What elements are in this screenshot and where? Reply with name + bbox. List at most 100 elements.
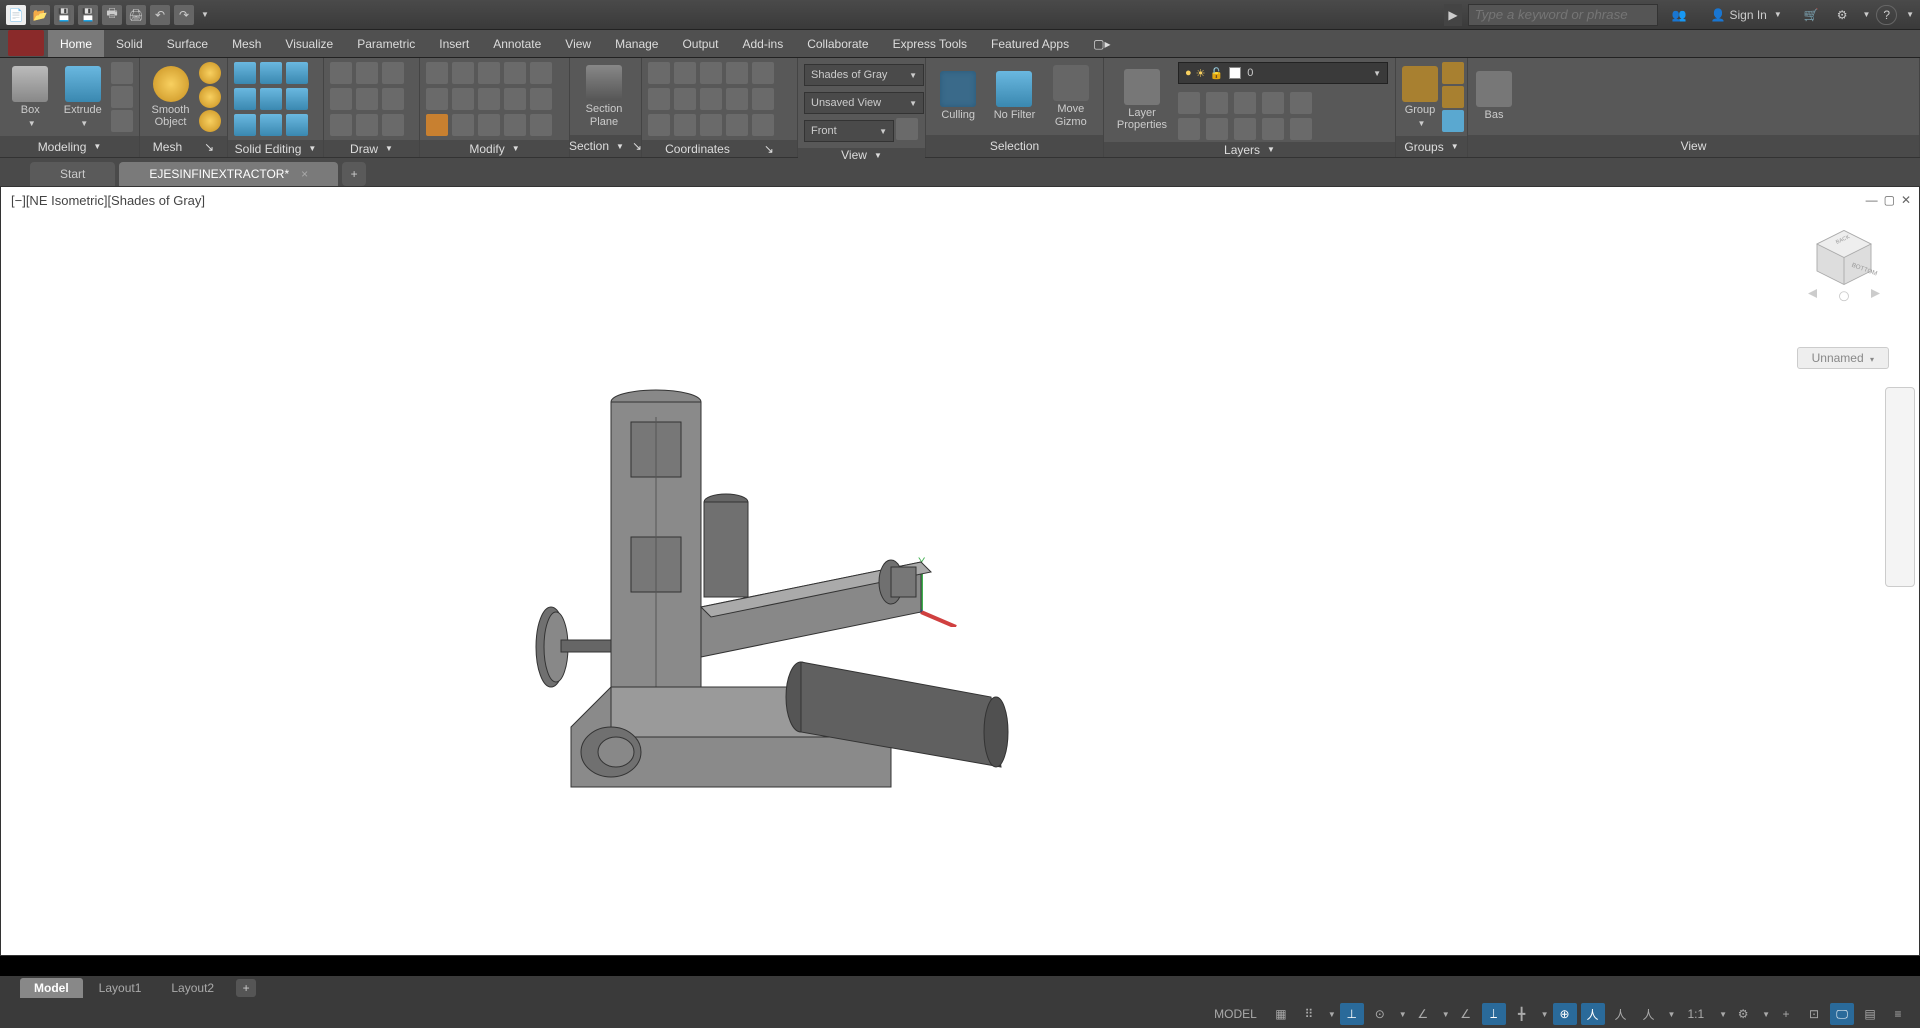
layer-tool-3[interactable] (1234, 92, 1256, 114)
custom-icon[interactable]: ≡ (1886, 1003, 1910, 1025)
move-icon[interactable] (426, 62, 448, 84)
layer-tool-2[interactable] (1206, 92, 1228, 114)
array-icon[interactable] (478, 114, 500, 136)
3dosnap-icon[interactable]: ⊕ (1553, 1003, 1577, 1025)
fillet-icon[interactable] (286, 114, 308, 136)
smooth-object-button[interactable]: Smooth Object (146, 66, 195, 128)
dyn-icon[interactable]: ╋ (1510, 1003, 1534, 1025)
offset-icon[interactable] (260, 114, 282, 136)
view-label[interactable]: Unnamed ▾ (1797, 347, 1889, 369)
tab-parametric[interactable]: Parametric (345, 30, 427, 57)
nofilter-button[interactable]: No Filter (988, 71, 1040, 121)
tpy-icon[interactable]: 人 (1609, 1003, 1633, 1025)
extrude-button[interactable]: Extrude▼ (59, 66, 108, 127)
minimize-icon[interactable]: — (1866, 193, 1878, 207)
layout-add-button[interactable]: + (236, 979, 256, 997)
tab-express[interactable]: Express Tools (881, 30, 979, 57)
ucs11-icon[interactable] (648, 114, 670, 136)
ucs13-icon[interactable] (700, 114, 722, 136)
layer-tool-5[interactable] (1290, 92, 1312, 114)
viewport-label[interactable]: [−][NE Isometric][Shades of Gray] (11, 193, 205, 208)
tab-annotate[interactable]: Annotate (481, 30, 553, 57)
spline-icon[interactable] (356, 88, 378, 110)
offset2-icon[interactable] (504, 114, 526, 136)
ucs4-icon[interactable] (726, 62, 748, 84)
group-bbox-icon[interactable] (1442, 110, 1464, 132)
tab-mesh[interactable]: Mesh (220, 30, 273, 57)
line-icon[interactable] (330, 62, 352, 84)
qat-dropdown[interactable]: ▼ (201, 10, 209, 19)
ortho-icon[interactable]: ⊥ (1340, 1003, 1364, 1025)
copy-icon[interactable] (426, 88, 448, 110)
erase-icon[interactable] (530, 114, 552, 136)
tab-plugin-icon[interactable]: ▢▸ (1081, 30, 1122, 57)
tab-home[interactable]: Home (48, 30, 104, 57)
ucs9-icon[interactable] (726, 88, 748, 110)
layout-model[interactable]: Model (20, 978, 83, 998)
ucs6-icon[interactable] (648, 88, 670, 110)
polygon-icon[interactable] (330, 114, 352, 136)
circle-icon[interactable] (330, 88, 352, 110)
align-icon[interactable] (504, 62, 526, 84)
tab-collaborate[interactable]: Collaborate (795, 30, 880, 57)
viewcube[interactable]: BOTTOM BACK (1799, 217, 1889, 307)
saved-view-dropdown[interactable]: Unsaved View▼ (804, 92, 924, 114)
intersect-icon[interactable] (286, 62, 308, 84)
ucs3-icon[interactable] (700, 62, 722, 84)
people-icon[interactable]: 👥 (1664, 8, 1695, 22)
polysolid-icon[interactable] (111, 62, 133, 84)
layer-tool-4[interactable] (1262, 92, 1284, 114)
layer-properties-button[interactable]: Layer Properties (1110, 69, 1174, 131)
mesh-more-icon[interactable] (199, 62, 221, 84)
tab-insert[interactable]: Insert (427, 30, 481, 57)
layout-1[interactable]: Layout1 (85, 978, 156, 998)
view-front-dropdown[interactable]: Front▼ (804, 120, 894, 142)
new-icon[interactable]: 📄 (6, 5, 26, 25)
status-model[interactable]: MODEL (1206, 1007, 1265, 1021)
search-expand-icon[interactable]: ▶ (1444, 4, 1461, 26)
help-icon[interactable]: ? (1876, 5, 1897, 25)
scale-icon[interactable] (452, 114, 474, 136)
layer-tool-7[interactable] (1206, 118, 1228, 140)
navigation-bar[interactable] (1885, 387, 1915, 587)
tab-document[interactable]: EJESINFINEXTRACTOR*× (119, 162, 338, 186)
thicken-icon[interactable] (260, 88, 282, 110)
visual-style-dropdown[interactable]: Shades of Gray▼ (804, 64, 924, 86)
lwt-icon[interactable]: 人 (1581, 1003, 1605, 1025)
layer-tool-8[interactable] (1234, 118, 1256, 140)
qp-icon[interactable]: 人 (1637, 1003, 1661, 1025)
tab-solid[interactable]: Solid (104, 30, 155, 57)
revolve-icon[interactable] (111, 110, 133, 132)
ucs5-icon[interactable] (752, 62, 774, 84)
maximize-icon[interactable]: ▢ (1884, 193, 1895, 207)
presspull-icon[interactable] (111, 86, 133, 108)
group-button[interactable]: Group▼ (1402, 66, 1438, 127)
scissors-icon[interactable] (530, 62, 552, 84)
tab-addins[interactable]: Add-ins (731, 30, 796, 57)
plus-icon[interactable]: + (1774, 1003, 1798, 1025)
extract-icon[interactable] (234, 114, 256, 136)
tab-featured[interactable]: Featured Apps (979, 30, 1081, 57)
saveas-icon[interactable]: 💾 (78, 5, 98, 25)
ucs14-icon[interactable] (726, 114, 748, 136)
tab-view[interactable]: View (553, 30, 603, 57)
subtract-icon[interactable] (260, 62, 282, 84)
base-button[interactable]: Bas (1474, 71, 1514, 121)
group-edit-icon[interactable] (1442, 62, 1464, 84)
view-home-icon[interactable] (896, 118, 918, 140)
ann-icon[interactable]: ⊡ (1802, 1003, 1826, 1025)
layer-tool-1[interactable] (1178, 92, 1200, 114)
open-icon[interactable]: 📂 (30, 5, 50, 25)
tab-surface[interactable]: Surface (155, 30, 220, 57)
layer-tool-9[interactable] (1262, 118, 1284, 140)
tab-visualize[interactable]: Visualize (273, 30, 345, 57)
trim-icon[interactable] (530, 88, 552, 110)
viewport[interactable]: [−][NE Isometric][Shades of Gray] — ▢ ✕ … (0, 186, 1920, 956)
pline-icon[interactable] (356, 62, 378, 84)
redo-icon[interactable]: ↷ (174, 5, 194, 25)
ellipse-icon[interactable] (382, 88, 404, 110)
helix-icon[interactable] (382, 114, 404, 136)
ucs8-icon[interactable] (700, 88, 722, 110)
stretch-icon[interactable] (426, 114, 448, 136)
gear-icon[interactable]: ⚙ (1731, 1003, 1755, 1025)
